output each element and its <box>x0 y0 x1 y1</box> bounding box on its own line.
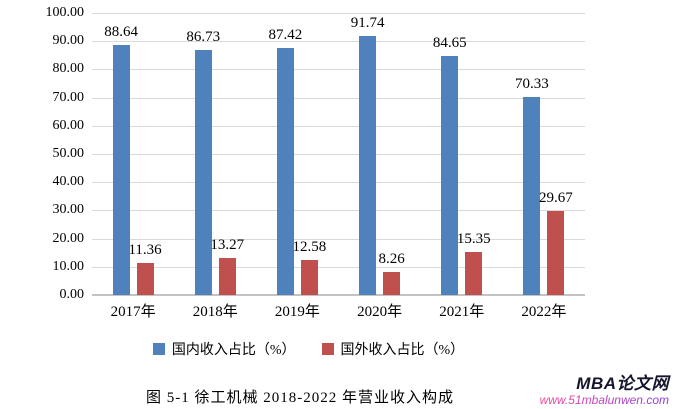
x-axis-category-label: 2017年 <box>110 304 156 320</box>
bar-value-label: 15.35 <box>456 230 491 247</box>
y-axis-tick-label: 70.00 <box>52 89 85 105</box>
watermark-title: MBA论文网 <box>576 374 669 394</box>
legend-label: 国外收入占比（%） <box>340 343 465 358</box>
y-axis-tick-label: 10.00 <box>52 258 85 274</box>
x-axis-category-label: 2020年 <box>357 304 403 320</box>
bar-value-label: 8.26 <box>378 250 405 267</box>
y-axis-tick-label: 90.00 <box>52 33 85 49</box>
figure-caption: 图 5-1 徐工机械 2018-2022 年营业收入构成 <box>146 390 454 406</box>
x-axis-category-label: 2022年 <box>521 304 567 320</box>
bar-value-label: 88.64 <box>104 24 138 41</box>
y-axis-tick-label: 20.00 <box>52 230 85 246</box>
bar-value-label: 91.74 <box>350 15 385 32</box>
legend-color-swatch <box>321 343 334 355</box>
bar-value-label: 84.65 <box>432 35 467 52</box>
legend: 国内收入占比（%） 国外收入占比（%） <box>62 339 555 359</box>
legend-item-foreign: 国外收入占比（%） <box>321 339 465 359</box>
gridline <box>92 210 585 212</box>
y-axis-tick-label: 100.00 <box>45 5 85 20</box>
plot-area: 88.64 11.36 86.73 13.27 87.42 12.58 91.74 8.26 8… <box>92 13 585 296</box>
y-axis-tick-label: 40.00 <box>52 174 85 190</box>
legend-color-swatch <box>152 343 165 355</box>
legend-item-domestic: 国内收入占比（%） <box>152 339 296 359</box>
y-axis-tick-label: 60.00 <box>52 117 85 133</box>
bar-value-label: 86.73 <box>186 29 221 46</box>
y-axis: 0.00 10.00 20.00 30.00 40.00 50.00 60.00 70.00 8… <box>0 5 85 302</box>
y-axis-tick-label: 80.00 <box>52 61 85 77</box>
bar-domestic <box>194 50 212 295</box>
bar-domestic <box>523 96 541 295</box>
x-axis-category-label: 2019年 <box>274 304 320 320</box>
y-axis-tick-label: 50.00 <box>52 146 85 161</box>
bar-value-label: 11.36 <box>128 241 162 258</box>
gridline <box>92 154 585 155</box>
gridline <box>92 97 585 99</box>
bar-domestic <box>359 36 377 295</box>
bar-foreign <box>136 262 154 295</box>
x-axis: 2017年 2018年 2019年 2020年 2021年 2022年 <box>92 303 585 323</box>
x-axis-category-label: 2021年 <box>439 304 485 320</box>
gridline <box>92 13 585 14</box>
bar-domestic <box>276 48 294 295</box>
bar-domestic <box>441 56 459 295</box>
legend-label: 国内收入占比（%） <box>171 343 296 358</box>
gridline <box>92 294 585 296</box>
y-axis-tick-label: 30.00 <box>52 202 85 218</box>
bar-domestic <box>112 45 130 295</box>
gridline <box>92 238 585 240</box>
y-axis-tick-label: 0.00 <box>59 287 85 302</box>
watermark: MBA论文网 www.51mbalunwen.com <box>539 374 669 407</box>
bar-value-label: 12.58 <box>292 238 327 255</box>
bar-value-label: 70.33 <box>515 75 549 92</box>
bar-value-label: 87.42 <box>268 27 303 44</box>
bar-foreign <box>383 271 401 295</box>
gridline <box>92 125 585 127</box>
watermark-url: www.51mbalunwen.com <box>539 392 669 407</box>
bar-value-label: 13.27 <box>210 236 245 253</box>
x-axis-category-label: 2018年 <box>192 304 238 320</box>
gridline <box>92 266 585 268</box>
bar-foreign <box>300 259 318 295</box>
gridline <box>92 182 585 184</box>
bar-foreign <box>465 251 483 295</box>
gridline <box>92 41 585 43</box>
bar-value-label: 29.67 <box>539 190 573 207</box>
bar-foreign <box>218 257 236 295</box>
gridline <box>92 69 585 71</box>
bar-foreign <box>547 211 565 295</box>
